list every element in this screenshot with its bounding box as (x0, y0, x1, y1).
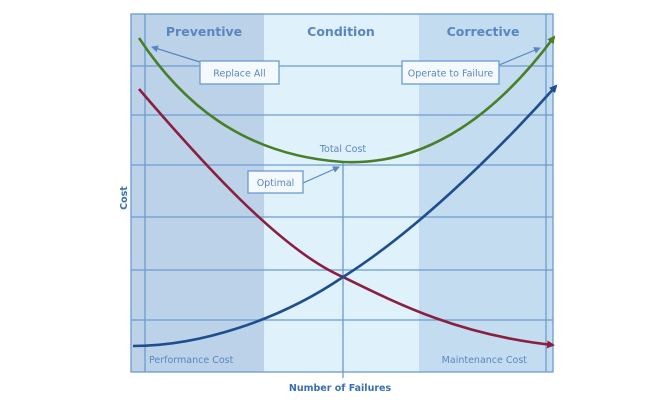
operate-to-failure-label-box: Operate to Failure (401, 60, 500, 85)
total-cost-label: Total Cost (319, 144, 367, 155)
total-cost-curve (137, 35, 556, 164)
region-label-corrective: Corrective (447, 24, 520, 39)
operate-to-failure-label: Operate to Failure (408, 69, 494, 80)
grid-lines (130, 13, 554, 378)
y-axis-label: Cost (119, 186, 130, 210)
region-label-preventive: Preventive (166, 24, 242, 39)
performance-cost-label: Performance Cost (149, 355, 234, 366)
optimal-label-box: Optimal (247, 170, 304, 194)
optimal-pointer (302, 166, 340, 184)
replace-all-pointer (151, 45, 204, 64)
replace-all-label: Replace All (213, 69, 265, 80)
performance-cost-curve (132, 84, 558, 348)
region-label-condition: Condition (307, 24, 375, 39)
x-axis-label: Number of Failures (289, 383, 392, 394)
optimal-label: Optimal (257, 178, 295, 189)
operate-to-failure-pointer (498, 47, 541, 66)
replace-all-label-box: Replace All (199, 60, 280, 85)
maintenance-cost-label: Maintenance Cost (442, 355, 528, 366)
